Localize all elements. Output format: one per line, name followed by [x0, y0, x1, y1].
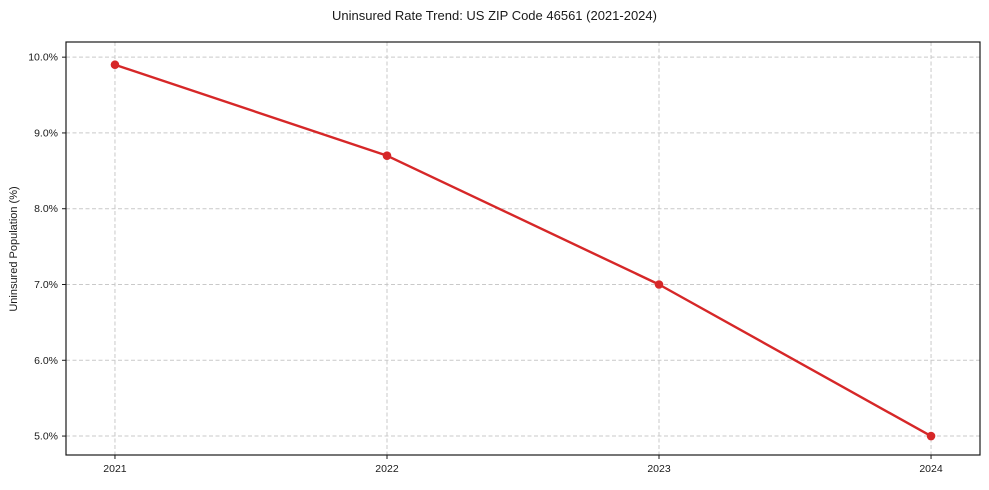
- x-tick-label: 2023: [647, 463, 671, 475]
- y-tick-label: 9.0%: [34, 127, 58, 139]
- y-tick-label: 8.0%: [34, 203, 58, 215]
- y-tick-label: 10.0%: [28, 52, 58, 64]
- y-tick-label: 5.0%: [34, 431, 58, 443]
- chart-title: Uninsured Rate Trend: US ZIP Code 46561 …: [332, 8, 657, 23]
- data-point: [110, 60, 120, 70]
- plot-border: [65, 41, 981, 456]
- y-tick-label: 7.0%: [34, 279, 58, 291]
- x-tick-label: 2022: [375, 463, 399, 475]
- x-tick-label: 2024: [919, 463, 943, 475]
- data-point: [654, 280, 664, 289]
- x-tick-label: 2021: [103, 463, 127, 475]
- data-point: [926, 431, 936, 441]
- trend-line: [113, 63, 933, 438]
- y-tick-label: 6.0%: [34, 355, 58, 367]
- data-point: [382, 151, 392, 160]
